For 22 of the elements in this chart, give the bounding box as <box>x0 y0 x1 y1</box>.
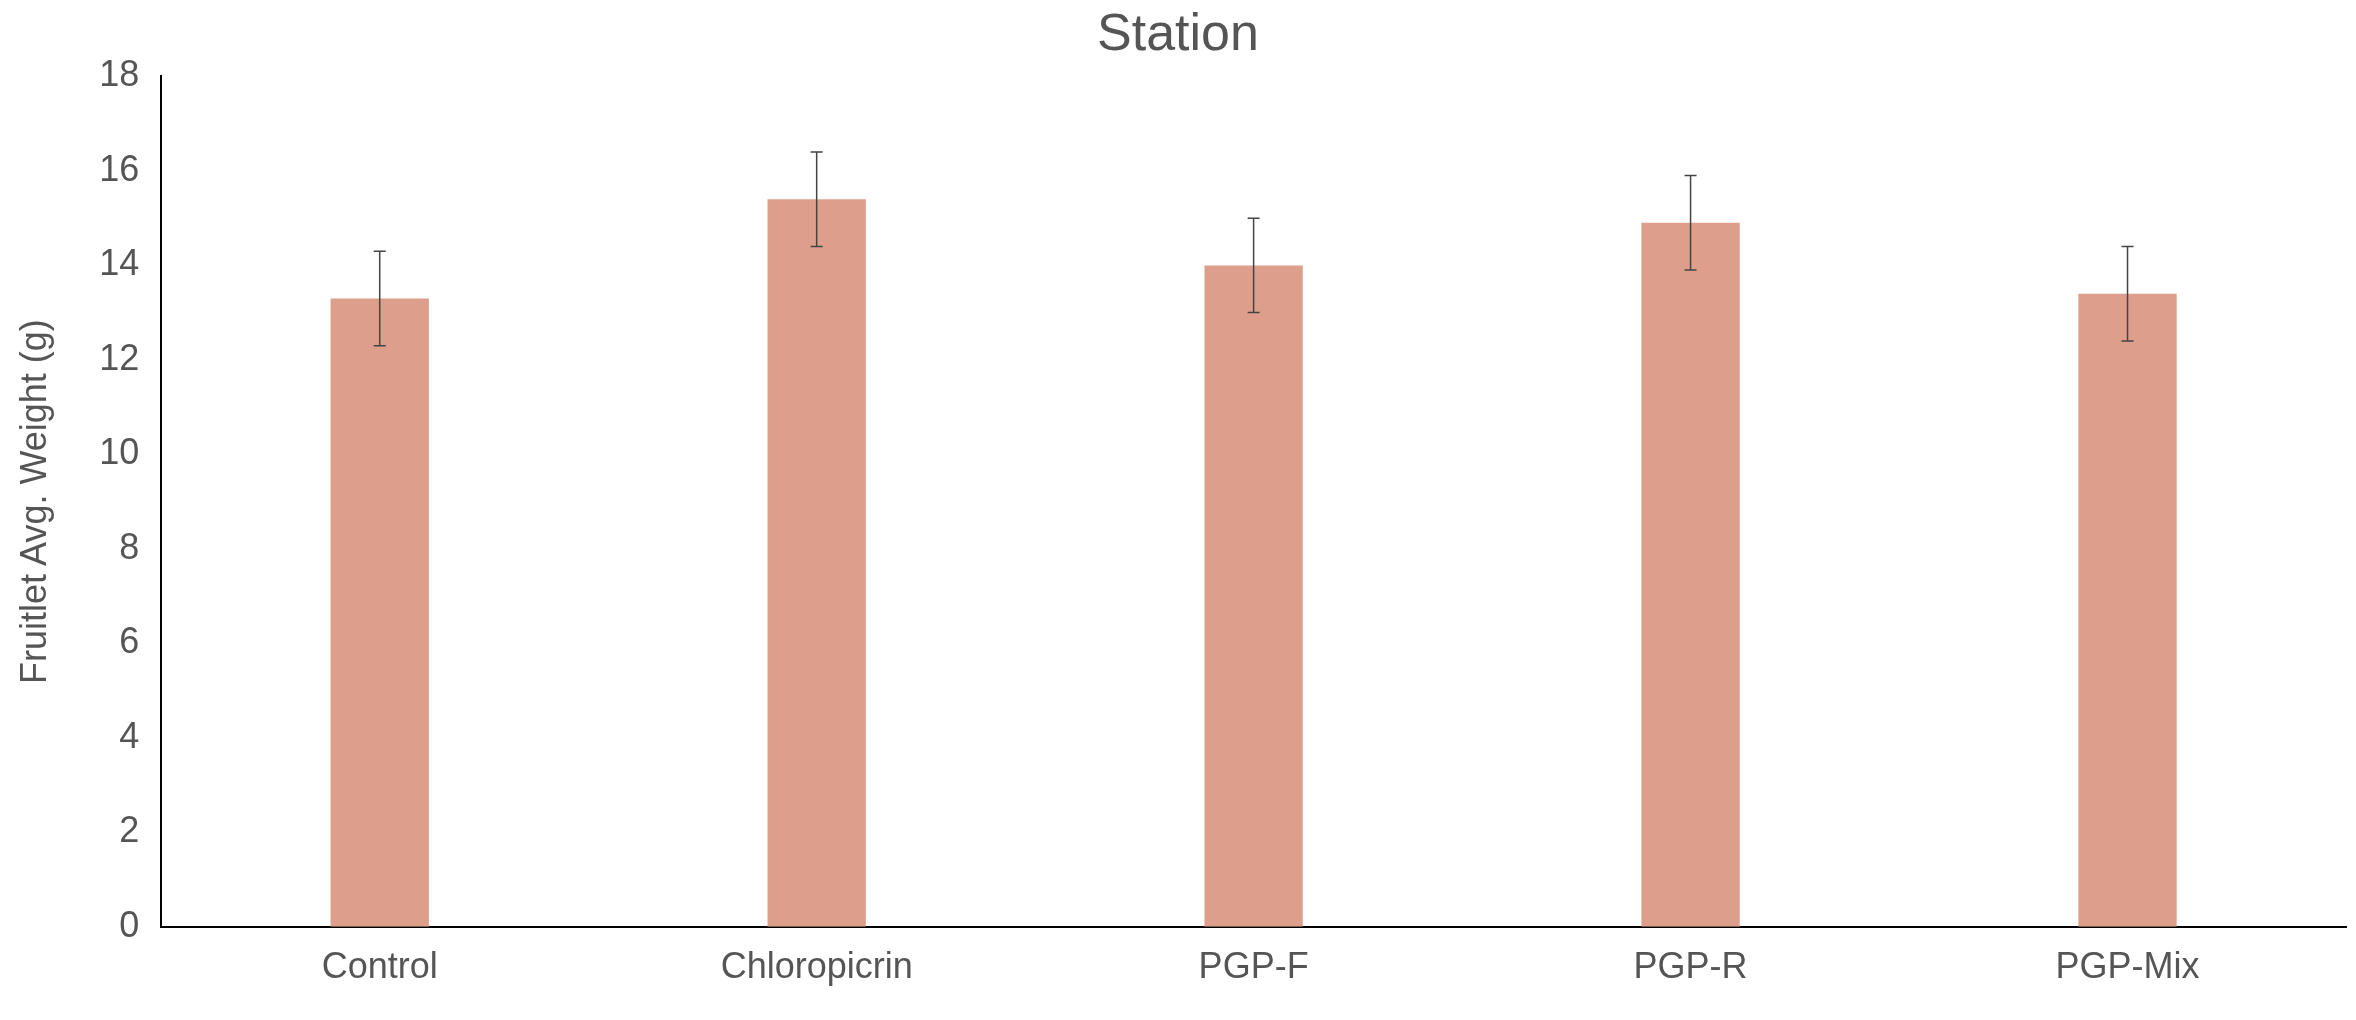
x-tick-label: PGP-R <box>1633 945 1748 987</box>
bar <box>1641 222 1740 927</box>
y-tick-label: 0 <box>119 903 140 945</box>
y-tick-label: 10 <box>99 431 140 473</box>
chart-title: Station <box>1097 2 1259 61</box>
y-tick-label: 16 <box>99 147 140 189</box>
x-tick-label: PGP-F <box>1198 945 1309 987</box>
y-tick-label: 2 <box>119 809 140 851</box>
y-tick-label: 4 <box>119 714 140 756</box>
y-axis-title: Fruitlet Avg. Weight (g) <box>12 319 54 685</box>
x-tick-label: Chloropicrin <box>720 945 913 987</box>
x-tick-label: PGP-Mix <box>2055 945 2200 987</box>
y-tick-label: 6 <box>119 620 140 662</box>
bar <box>1204 265 1303 927</box>
y-tick-label: 12 <box>99 336 140 378</box>
bar <box>330 298 429 927</box>
y-tick-label: 14 <box>99 242 140 284</box>
bar <box>2078 293 2177 927</box>
x-tick-label: Control <box>321 945 438 987</box>
y-tick-label: 8 <box>119 525 140 567</box>
bar <box>767 199 866 927</box>
y-tick-label: 18 <box>99 53 140 95</box>
